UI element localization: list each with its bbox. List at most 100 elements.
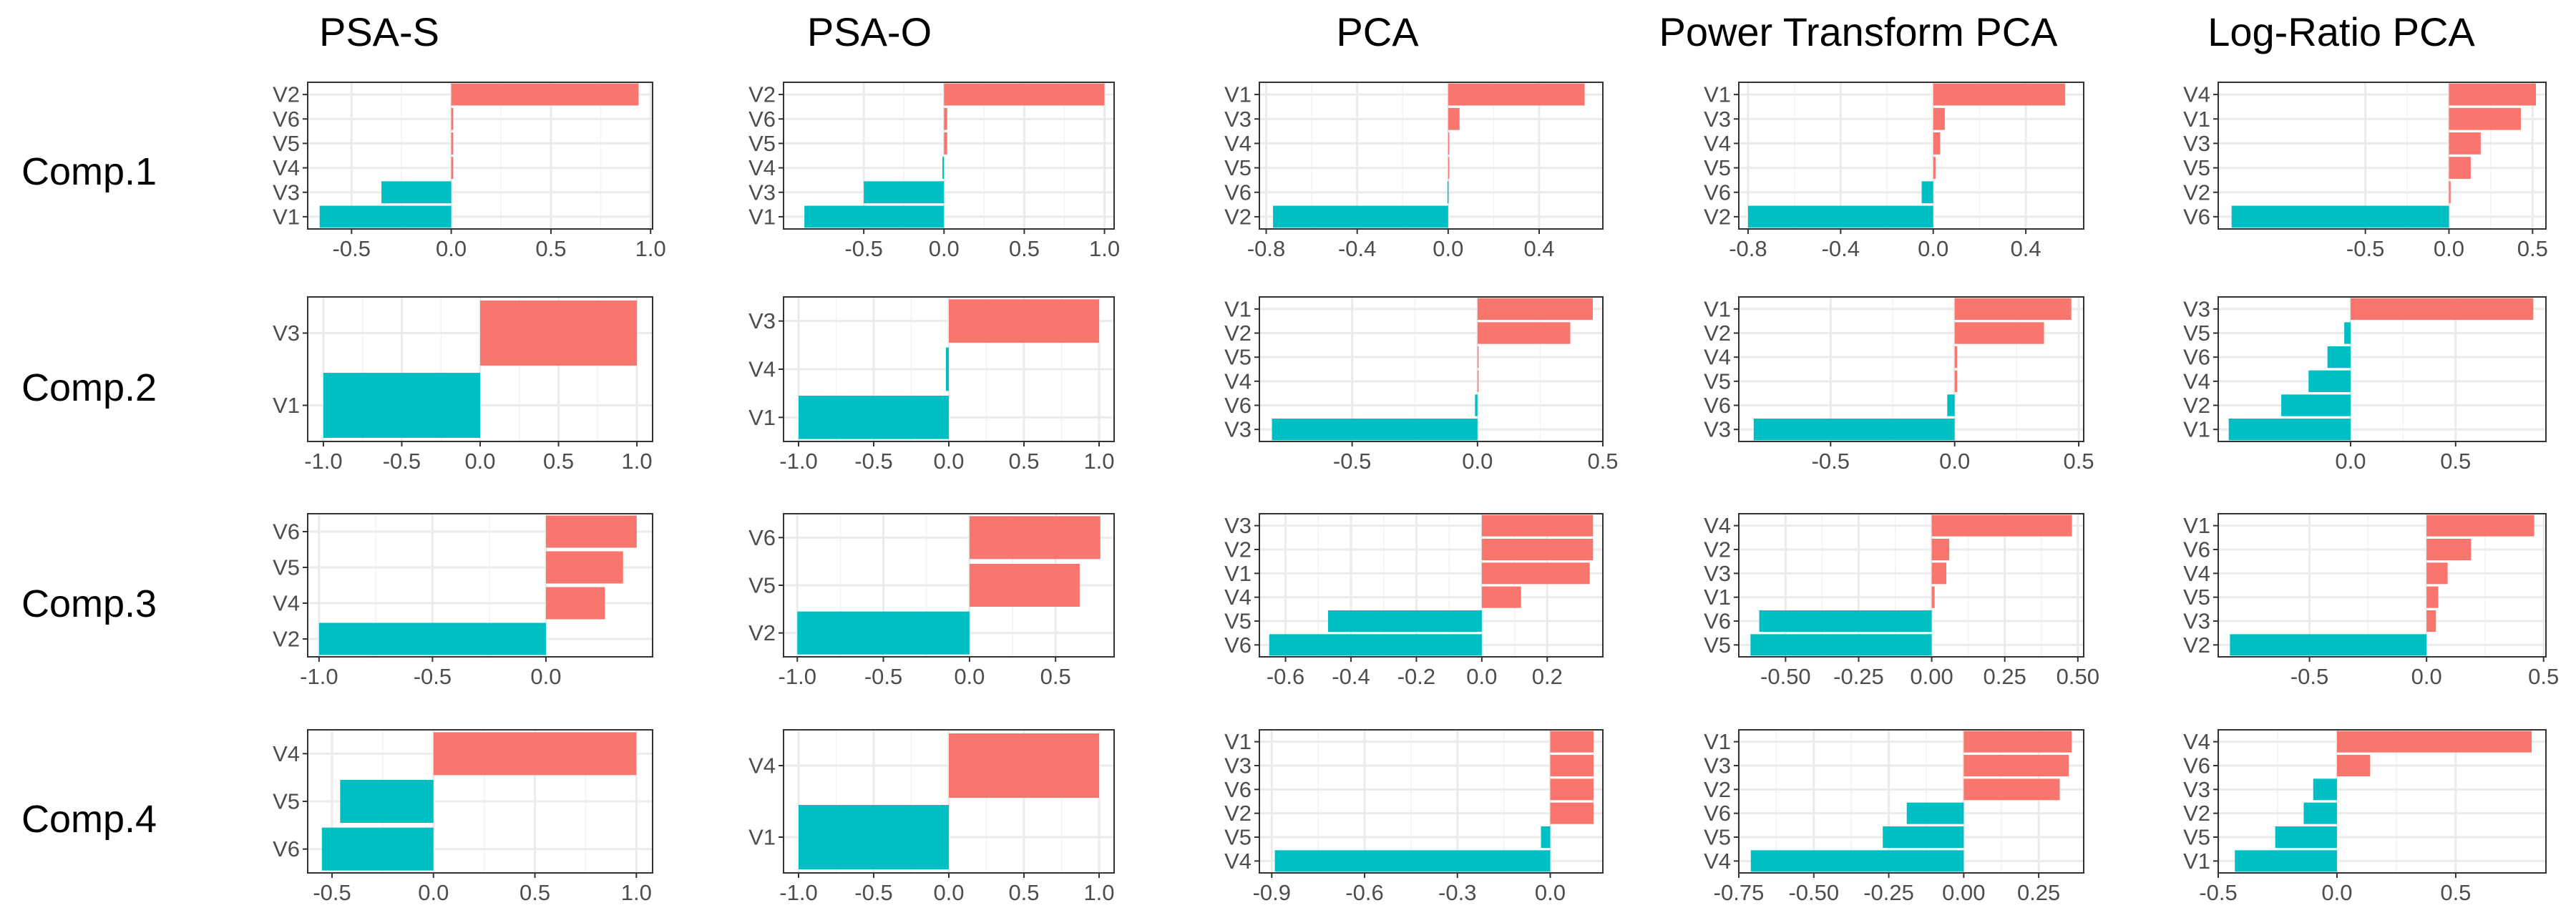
y-tick-label: V5 [1224,155,1252,180]
y-tick-label: V1 [748,204,776,229]
panel-border [2218,729,2547,874]
x-tick-label: 0.50 [2057,664,2099,689]
y-tick-label: V2 [2183,180,2210,205]
y-tick-label: V1 [748,405,776,430]
x-tick-label: 0.0 [530,664,561,689]
bar-v3 [480,301,638,366]
y-tick-label: V6 [2183,537,2210,562]
bar-v5 [969,564,1080,607]
y-tick-label: V2 [2183,801,2210,826]
bar-v1 [1448,83,1585,106]
y-tick-label: V5 [2183,825,2210,850]
bar-v6 [1447,181,1449,204]
bar-v4 [433,732,637,776]
y-tick-label: V5 [748,131,776,156]
bar-v1 [2235,850,2337,872]
bar-v1 [323,373,480,438]
x-tick-label: -0.25 [1833,664,1884,689]
column-title-psa-s: PSA-S [319,9,439,54]
panel-border [307,513,653,658]
x-tick-label: 0.4 [1523,236,1554,261]
x-tick-label: 0.0 [933,449,964,474]
y-tick-label: V3 [2183,609,2210,634]
y-tick-label: V1 [748,825,776,850]
x-tick-label: -1.0 [300,664,338,689]
bar-v3 [1931,562,1947,585]
x-tick-label: -0.5 [333,236,371,261]
bar-v1 [1481,562,1590,585]
x-tick-label: -0.25 [1863,880,1914,905]
panel-psa-s-comp-4: V4 V5 V6 -0.5 0.0 0.5 1.0 [273,729,653,905]
y-tick-label: V1 [2183,107,2210,132]
bar-v3 [1448,107,1460,130]
y-tick-label: V4 [1224,849,1252,874]
y-tick-label: V3 [273,180,300,205]
y-tick-label: V1 [1704,729,1731,754]
x-tick-label: -0.8 [1247,236,1285,261]
x-tick-label: -0.4 [1822,236,1860,261]
bar-v6 [2231,205,2449,228]
bar-v2 [1273,205,1448,228]
bar-v1 [2426,514,2534,537]
y-tick-label: V3 [2183,131,2210,156]
y-tick-label: V3 [1224,417,1252,442]
panel-border [2218,82,2547,230]
x-tick-label: 0.0 [1466,664,1497,689]
y-tick-label: V5 [2183,585,2210,610]
x-tick-label: -0.6 [1267,664,1304,689]
bar-v3 [1481,514,1594,537]
bar-v3 [381,181,452,204]
x-tick-label: 0.25 [1984,664,2026,689]
bar-v2 [318,622,546,655]
x-tick-label: -0.9 [1253,880,1291,905]
panel-border [1738,729,2084,874]
y-tick-label: V6 [273,836,300,861]
x-tick-label: 0.5 [543,449,574,474]
y-tick-label: V6 [2183,345,2210,370]
y-tick-label: V4 [2183,561,2210,586]
x-tick-label: -0.5 [854,880,892,905]
y-tick-label: V5 [2183,155,2210,180]
y-tick-label: V3 [1224,513,1252,538]
bar-v4 [1477,370,1479,392]
x-tick-label: -0.5 [844,236,882,261]
x-tick-label: 0.0 [436,236,467,261]
bar-v6 [2327,346,2351,368]
bar-v5 [1933,157,1936,179]
y-tick-label: V4 [2183,82,2210,107]
bar-v5 [545,551,623,584]
column-title-power-transform-pca: Power Transform PCA [1659,9,2058,54]
x-tick-label: -0.2 [1397,664,1435,689]
y-tick-label: V4 [1704,513,1731,538]
bar-v4 [942,157,945,179]
bar-v4 [2449,83,2536,106]
y-tick-label: V2 [273,627,300,652]
y-tick-label: V6 [1704,180,1731,205]
x-tick-label: 0.5 [2440,449,2471,474]
x-tick-label: 0.4 [2011,236,2041,261]
y-tick-label: V1 [2183,849,2210,874]
x-tick-label: 0.0 [464,449,495,474]
bar-v3 [1753,419,1955,441]
x-tick-label: 0.0 [1433,236,1463,261]
bar-v5 [1448,157,1450,179]
panel-border [1259,82,1604,230]
y-tick-label: V4 [273,155,300,180]
y-tick-label: V6 [1704,609,1731,634]
bar-v4 [945,347,949,391]
y-tick-label: V1 [1224,296,1252,321]
bar-v6 [1759,610,1932,632]
panel-psa-s-comp-2: V3 V1 -1.0 -0.5 0.0 0.5 1.0 [273,296,653,474]
x-tick-label: 0.5 [535,236,566,261]
column-title-pca: PCA [1336,9,1419,54]
y-tick-label: V2 [1224,321,1252,346]
bar-v2 [1963,778,2060,801]
bar-v4 [1954,346,1958,368]
bar-v4 [949,733,1099,798]
y-tick-label: V6 [2183,753,2210,778]
